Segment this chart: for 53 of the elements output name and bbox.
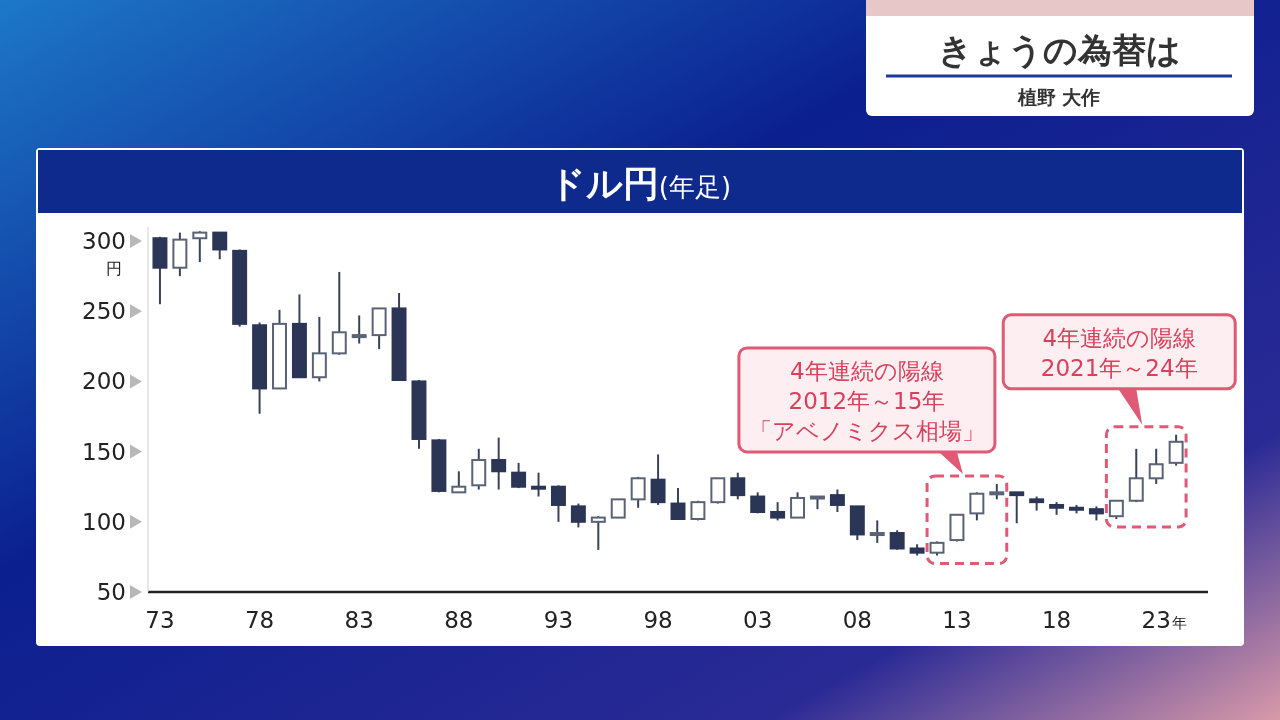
candlestick [351, 314, 367, 345]
candlestick [829, 488, 845, 513]
x-tick-label: 13 [942, 607, 972, 633]
x-tick-label: 18 [1041, 607, 1072, 633]
x-tick-label: 08 [842, 607, 872, 633]
candlestick [590, 515, 606, 551]
header: きょうの為替は 植野 大作 [866, 0, 1254, 116]
annotation: 4年連続の陽線2012年～15年「アベノミクス相場」 [748, 357, 985, 444]
candlestick [790, 491, 806, 519]
candlestick [730, 471, 746, 501]
y-tick-label: 200 [82, 368, 126, 395]
candlestick [1009, 491, 1025, 525]
chart-title: ドル円 [548, 163, 659, 204]
candlestick [650, 453, 666, 506]
chart-subtitle: (年足) [658, 172, 732, 202]
candlestick [550, 484, 566, 523]
candlestick [192, 230, 208, 264]
candlestick [1148, 447, 1164, 485]
y-tick-label: 300 [82, 228, 126, 255]
candlestick [491, 436, 507, 491]
x-tick-label: 03 [743, 607, 773, 633]
candlestick [1128, 447, 1144, 504]
y-tick-label: 100 [82, 508, 126, 535]
candlestick [451, 470, 467, 494]
candlestick [212, 231, 228, 261]
candlestick [511, 461, 527, 490]
x-tick-label: 23 [1141, 607, 1171, 633]
y-tick-label: 250 [82, 298, 126, 325]
y-axis-title: 円 [106, 259, 122, 279]
y-tick-label: 50 [96, 579, 126, 605]
y-tick-label: 150 [82, 438, 126, 465]
x-tick-label: 83 [344, 607, 374, 633]
candlestick [1108, 499, 1124, 520]
x-axis-title: 年 [1172, 614, 1188, 632]
candlestick [670, 487, 686, 520]
candlestick [889, 529, 905, 551]
candlestick [1168, 433, 1184, 467]
candlestick [311, 315, 327, 383]
candlestick [969, 491, 985, 522]
candlestick [770, 501, 786, 522]
annotation: 4年連続の陽線2021年～24年 [1040, 324, 1198, 381]
candlestick [610, 498, 626, 519]
x-tick-label: 98 [643, 607, 673, 633]
candlestick [531, 471, 546, 498]
candlestick [331, 270, 347, 356]
candlestick [570, 502, 586, 529]
candlestick [630, 475, 646, 509]
x-tick-label: 78 [244, 607, 275, 633]
x-tick-label: 88 [444, 607, 474, 633]
x-tick-label: 93 [543, 607, 574, 633]
candlestick [710, 477, 726, 505]
candlestick [869, 519, 885, 544]
x-tick-label: 73 [145, 607, 175, 633]
